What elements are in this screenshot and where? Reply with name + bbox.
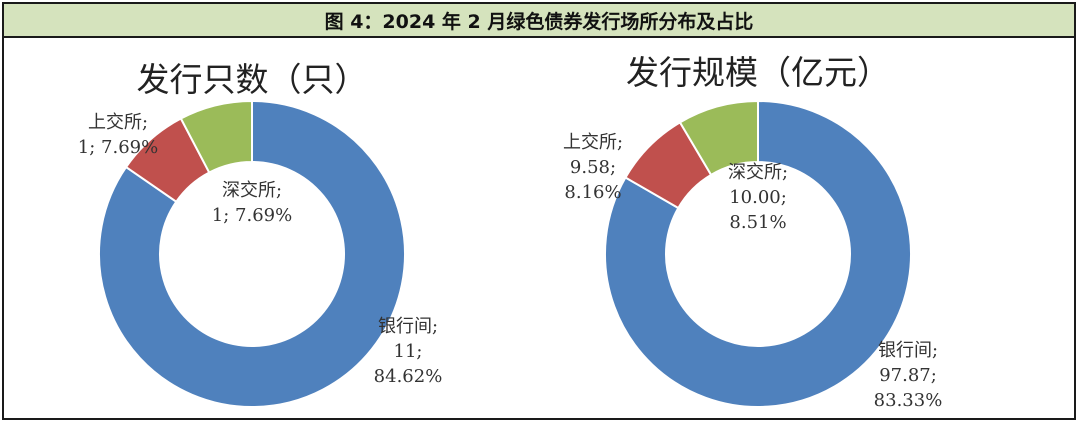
chart-title: 发行规模（亿元）	[626, 53, 890, 92]
donut-slice-bank	[604, 99, 912, 408]
chart-title: 发行只数（只）	[137, 60, 368, 99]
donut-chart-issue-count: 发行只数（只） 银行间; 11; 84.62% 上交所; 1; 7.69% 深交所; 1; 7…	[78, 60, 443, 408]
data-label-szse: 深交所; 10.00; 8.51%	[728, 162, 788, 233]
figure-title: 图 4：2024 年 2 月绿色债券发行场所分布及占比	[4, 4, 1074, 38]
donut-slice-bank	[98, 99, 406, 408]
donut-slice-szse	[678, 99, 759, 177]
data-label-sse: 上交所; 1; 7.69%	[78, 112, 158, 158]
donut-slice-szse	[179, 99, 253, 174]
data-label-szse: 深交所; 1; 7.69%	[212, 180, 292, 226]
data-label-bank: 银行间; 11; 84.62%	[374, 316, 443, 387]
data-label-bank: 银行间; 97.87; 83.33%	[874, 340, 943, 411]
donut-chart-issue-scale: 发行规模（亿元） 银行间; 97.87; 83.33% 上交所; 9.58; 8.16% 深交…	[563, 53, 943, 411]
data-label-sse: 上交所; 9.58; 8.16%	[563, 132, 623, 203]
